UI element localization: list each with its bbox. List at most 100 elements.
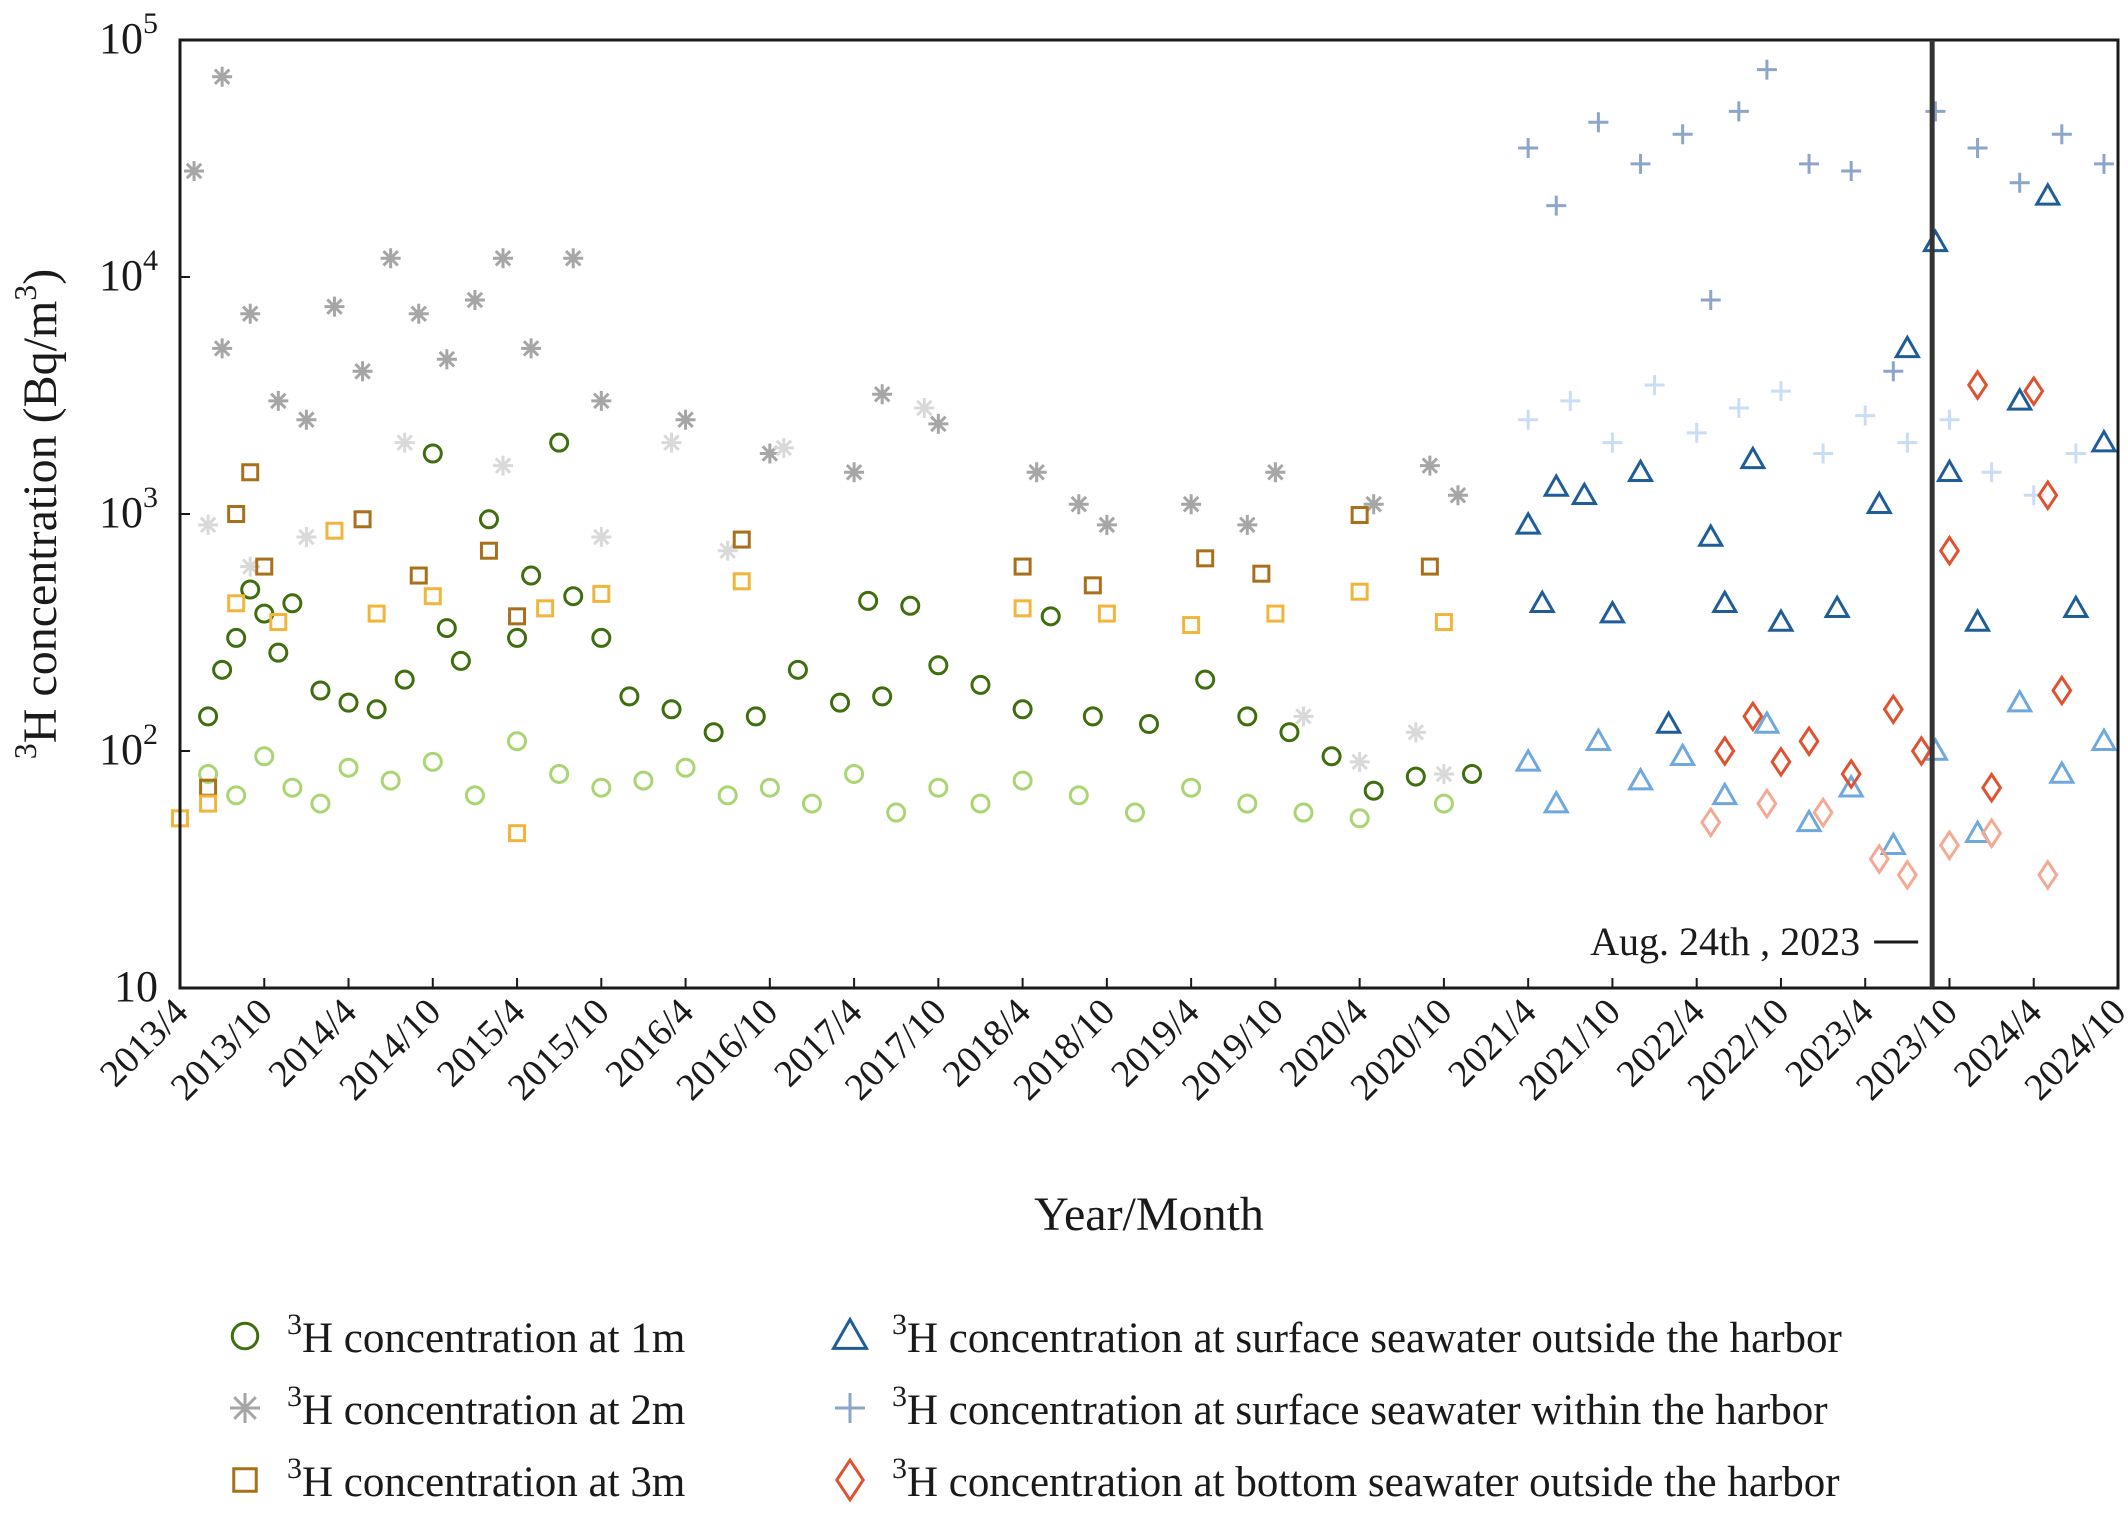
data-point-circle-1-20 [970,793,991,814]
data-point-asterisk-2-20 [928,413,949,434]
data-point-circle-0-22 [703,722,724,743]
series-8 [1518,59,2114,382]
data-point-plus-8-0 [1518,138,1539,159]
data-point-diamond-10-2 [1770,745,1792,778]
series-5 [171,521,1453,843]
data-point-circle-0-19 [591,627,612,648]
data-point-plus-9-7 [1813,443,1834,464]
data-point-asterisk-2-4 [268,390,289,411]
data-point-diamond-10-0 [1714,735,1736,767]
y-tick-label-4: 105 [99,7,158,63]
legend-marker-triangle [830,1316,870,1350]
data-point-square-5-12 [1097,604,1116,623]
data-point-triangle-7-4 [1669,742,1697,767]
legend-label-5: 3H concentration at bottom seawater outs… [892,1452,1840,1506]
data-point-circle-0-20 [619,686,640,707]
data-point-circle-1-23 [1124,802,1145,823]
data-point-asterisk-3-12 [1405,722,1426,743]
data-point-triangle-6-6 [1655,709,1683,734]
data-point-circle-0-38 [1321,746,1342,767]
data-point-circle-1-18 [886,802,907,823]
data-point-asterisk-3-0 [198,514,219,535]
data-point-square-4-7 [508,607,527,626]
annotation-label: Aug. 24th , 2023 [1590,919,1860,964]
y-tick-label-3: 104 [99,244,158,300]
data-point-triangle-6-1 [1528,589,1556,614]
data-point-plus-8-5 [1700,289,1721,310]
data-point-diamond-10-7 [1938,534,1961,567]
data-point-triangle-6-9 [1739,445,1767,470]
data-point-asterisk-3-6 [661,432,682,453]
data-point-circle-0-30 [970,674,991,695]
data-point-plus-8-1 [1546,195,1567,216]
legend-marker-circle [230,1321,260,1351]
data-point-triangle-7-1 [1542,789,1570,814]
data-point-triangle-7-2 [1584,727,1612,751]
data-point-circle-0-37 [1279,722,1300,743]
data-point-square-4-14 [1420,557,1439,576]
data-point-circle-1-12 [633,770,654,791]
data-point-asterisk-2-11 [464,289,485,310]
series-0 [198,432,1482,801]
data-point-triangle-6-8 [1711,589,1739,614]
data-point-circle-0-34 [1139,713,1159,734]
data-point-circle-0-14 [478,509,499,530]
data-point-diamond-10-1 [1742,700,1764,733]
data-point-circle-0-11 [422,443,443,464]
data-point-square-4-11 [1196,549,1215,568]
data-point-triangle-6-14 [1921,228,1950,253]
data-point-asterisk-2-15 [591,390,612,411]
data-point-circle-1-1 [226,785,247,806]
data-point-square-4-4 [353,510,372,529]
data-point-asterisk-2-7 [352,361,373,382]
data-point-triangle-7-9 [1879,831,1907,856]
data-point-asterisk-3-10 [1293,706,1314,727]
data-point-diamond-10-4 [1840,758,1862,790]
data-point-circle-0-9 [366,699,387,720]
data-point-triangle-6-18 [2034,181,2062,206]
data-point-circle-0-39 [1363,780,1384,801]
data-point-circle-0-10 [394,669,415,690]
data-point-square-4-6 [479,541,498,560]
data-point-asterisk-2-14 [563,248,584,269]
data-point-triangle-6-4 [1598,599,1627,624]
data-point-asterisk-3-1 [240,556,261,577]
data-point-circle-0-35 [1195,669,1216,690]
data-point-asterisk-2-26 [1265,462,1286,483]
data-point-asterisk-3-3 [394,432,415,453]
data-point-circle-0-7 [310,680,331,701]
data-point-triangle-6-19 [2062,594,2090,619]
data-point-triangle-6-12 [1865,490,1893,514]
data-point-circle-1-7 [422,751,443,772]
data-point-asterisk-2-29 [1447,485,1468,506]
data-point-plus-8-13 [2009,172,2030,193]
data-point-circle-0-36 [1237,706,1258,727]
data-point-diamond-11-7 [2037,859,2059,891]
data-point-square-5-13 [1182,616,1201,635]
series-1 [198,731,1454,829]
data-point-asterisk-2-2 [212,338,233,359]
data-point-plus-9-3 [1644,375,1665,396]
data-point-circle-0-1 [212,659,233,680]
data-point-asterisk-3-13 [1433,763,1454,784]
data-point-asterisk-2-27 [1363,494,1384,515]
data-point-plus-9-6 [1770,381,1791,402]
data-markers [171,59,2118,891]
data-point-circle-1-10 [549,763,570,784]
data-point-triangle-6-7 [1697,522,1725,547]
series-3 [198,398,1454,784]
data-point-plus-9-0 [1518,409,1539,430]
legend-item-3: 3H concentration at surface seawater out… [830,1308,1842,1362]
data-point-diamond-10-12 [2051,674,2073,707]
data-point-plus-8-12 [1967,138,1988,159]
data-point-triangle-7-13 [2048,759,2076,784]
data-point-circle-0-12 [436,618,457,639]
data-point-triangle-6-13 [1893,334,1921,359]
data-point-plus-9-1 [1560,390,1581,411]
data-point-plus-8-9 [1841,161,1862,182]
data-point-diamond-11-3 [1868,843,1890,875]
data-point-plus-9-10 [1939,409,1960,430]
legend-marker-square [232,1467,258,1493]
data-point-square-4-13 [1350,506,1369,525]
data-point-plus-8-15 [2093,153,2114,174]
